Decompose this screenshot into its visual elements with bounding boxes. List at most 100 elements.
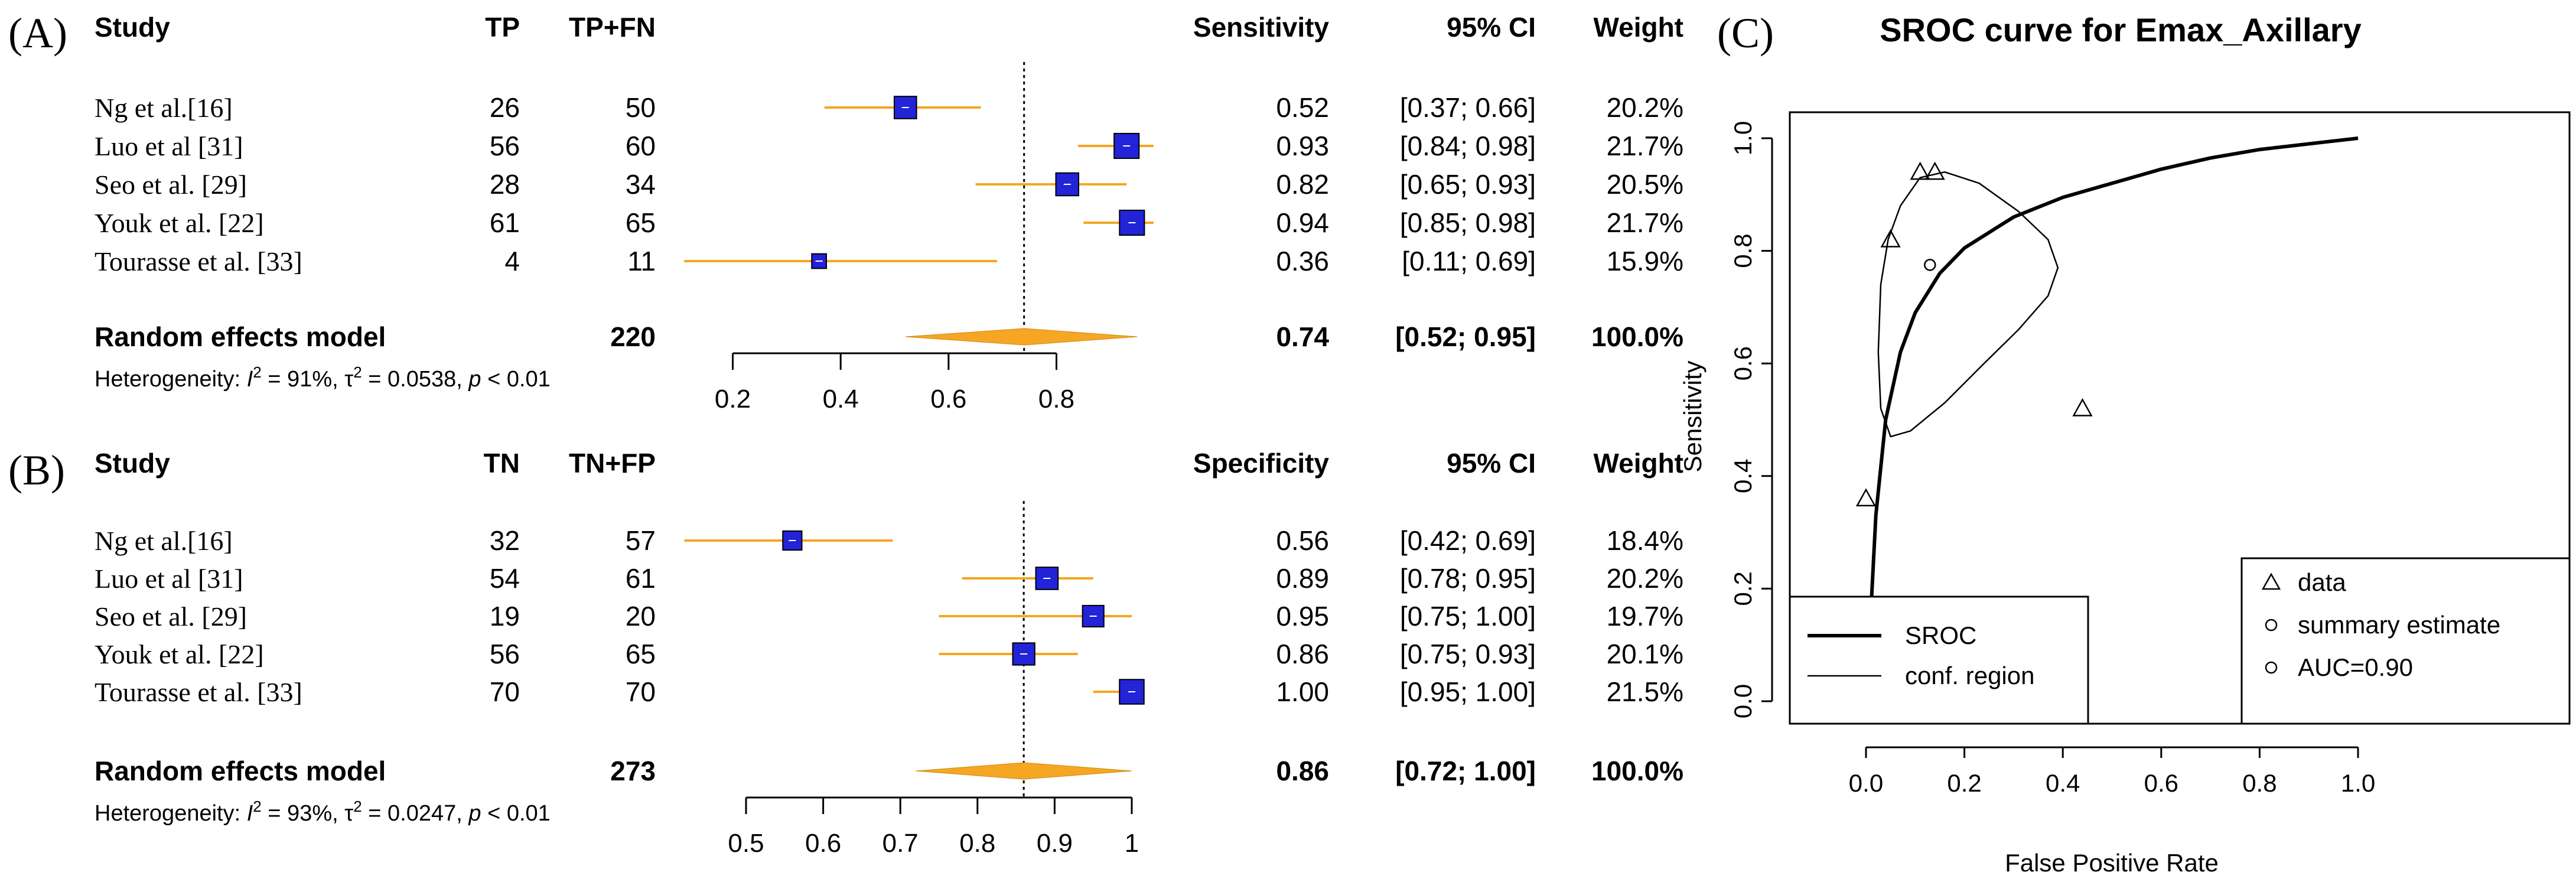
study-name: Seo et al. [29] [95, 601, 247, 632]
legend-circle-icon [2265, 619, 2278, 632]
legend-triangle-icon [2261, 572, 2281, 590]
total-value: 50 [626, 92, 656, 123]
data-point-triangle [1855, 488, 1877, 507]
ci-value: [0.85; 0.98] [1400, 207, 1536, 238]
data-point-triangle [1910, 161, 1930, 180]
heterogeneity-part: = 0.0538, [362, 367, 469, 392]
ci-value: [0.78; 0.95] [1400, 563, 1536, 594]
heterogeneity-part: Heterogeneity: [95, 367, 247, 392]
study-name: Youk et al. [22] [95, 208, 264, 238]
pooled-weight: 100.0% [1591, 756, 1683, 786]
heterogeneity-part: = 93%, τ [262, 801, 354, 826]
panel-label: (A) [8, 9, 67, 57]
x-tick-label: 0.6 [805, 829, 841, 858]
x-tick-label: 0.0 [1849, 769, 1883, 797]
heterogeneity-part: I [247, 801, 253, 826]
x-tick-label: 0.5 [728, 829, 764, 858]
legend-box-left [1789, 595, 2089, 725]
x-axis-title: False Positive Rate [2005, 849, 2219, 877]
data-point-triangle [1924, 161, 1945, 180]
total-value: 60 [626, 131, 656, 161]
estimate-value: 0.82 [1276, 169, 1329, 200]
pooled-diamond [916, 762, 1132, 780]
study-name: Seo et al. [29] [95, 170, 247, 200]
total-value: 11 [627, 246, 656, 276]
x-tick-label: 0.2 [715, 385, 751, 414]
header-study: Study [95, 12, 170, 43]
y-axis-title: Sensitivity [1679, 360, 1707, 472]
pooled-diamond [905, 328, 1138, 346]
header-count: TN [484, 448, 520, 479]
heterogeneity-part: 2 [253, 363, 261, 381]
estimate-value: 0.86 [1276, 639, 1329, 669]
heterogeneity-text: Heterogeneity: I2 = 93%, τ2 = 0.0247, p … [95, 798, 551, 826]
ci-value: [0.95; 1.00] [1400, 676, 1536, 707]
summary-estimate-point [1924, 259, 1936, 271]
x-tick-label: 0.8 [959, 829, 995, 858]
plot-frame [1789, 111, 2571, 725]
estimate-value: 0.94 [1276, 207, 1329, 238]
legend-box-right [2240, 557, 2571, 725]
x-tick-label: 0.9 [1037, 829, 1073, 858]
study-name: Tourasse et al. [33] [95, 677, 302, 707]
confidence-region [1877, 171, 2059, 438]
x-tick-label: 0.6 [2144, 769, 2178, 797]
heterogeneity-text: Heterogeneity: I2 = 91%, τ2 = 0.0538, p … [95, 363, 551, 392]
study-name: Ng et al.[16] [95, 93, 233, 123]
header-estimate: Sensitivity [1193, 12, 1330, 43]
heterogeneity-part: p [468, 367, 481, 392]
pooled-weight: 100.0% [1591, 321, 1683, 352]
estimate-value: 0.56 [1276, 525, 1329, 556]
legend-label: SROC [1905, 621, 1976, 649]
study-name: Luo et al [31] [95, 131, 243, 161]
study-name: Youk et al. [22] [95, 639, 264, 669]
y-tick-label: 0.2 [1729, 571, 1757, 606]
heterogeneity-part: = 91%, τ [262, 367, 354, 392]
x-tick-label: 0.4 [823, 385, 859, 414]
ci-value: [0.75; 0.93] [1400, 639, 1536, 669]
ci-value: [0.65; 0.93] [1400, 169, 1536, 200]
heterogeneity-part: I [247, 367, 253, 392]
x-tick-label: 0.6 [930, 385, 966, 414]
count-value: 32 [490, 525, 520, 556]
x-tick-label: 0.8 [1038, 385, 1074, 414]
estimate-value: 0.36 [1276, 246, 1329, 276]
ci-value: [0.11; 0.69] [1402, 246, 1536, 276]
count-value: 4 [504, 246, 520, 276]
study-square [1119, 209, 1145, 236]
header-estimate: Specificity [1193, 448, 1330, 479]
y-tick-label: 0.8 [1729, 233, 1757, 268]
weight-value: 15.9% [1607, 246, 1683, 276]
legend-label: data [2298, 568, 2346, 596]
pooled-ci: [0.52; 0.95] [1395, 321, 1536, 352]
header-total: TN+FP [569, 448, 656, 479]
heterogeneity-part: < 0.01 [481, 801, 551, 826]
pooled-estimate: 0.86 [1276, 756, 1329, 786]
legend-circle-icon [2265, 661, 2278, 674]
weight-value: 19.7% [1607, 601, 1683, 632]
weight-value: 18.4% [1607, 525, 1683, 556]
count-value: 56 [490, 639, 520, 669]
ci-value: [0.75; 1.00] [1400, 601, 1536, 632]
ci-value: [0.42; 0.69] [1400, 525, 1536, 556]
sroc-plot: (C) SROC curve for Emax_Axillary 0.0 0.2 0.4… [1679, 9, 2571, 877]
weight-value: 21.7% [1607, 131, 1683, 161]
count-value: 56 [490, 131, 520, 161]
ci-value: [0.37; 0.66] [1400, 92, 1536, 123]
x-tick-label: 0.4 [2046, 769, 2080, 797]
x-tick-label: 0.8 [2242, 769, 2277, 797]
y-tick-label: 0.6 [1729, 346, 1757, 380]
total-value: 61 [626, 563, 656, 594]
header-ci: 95% CI [1447, 448, 1536, 479]
total-value: 20 [626, 601, 656, 632]
pooled-total: 220 [610, 321, 656, 352]
x-tick-label: 0.2 [1947, 769, 1981, 797]
pooled-label: Random effects model [95, 756, 386, 786]
legend-label: conf. region [1905, 662, 2034, 689]
count-value: 70 [490, 676, 520, 707]
total-value: 34 [626, 169, 656, 200]
weight-value: 20.2% [1607, 92, 1683, 123]
count-value: 61 [490, 207, 520, 238]
heterogeneity-part: < 0.01 [481, 367, 551, 392]
forest-plot-specificity: (B) Study TN TN+FP Specificity 95% CI Weight Ng… [8, 447, 1683, 858]
